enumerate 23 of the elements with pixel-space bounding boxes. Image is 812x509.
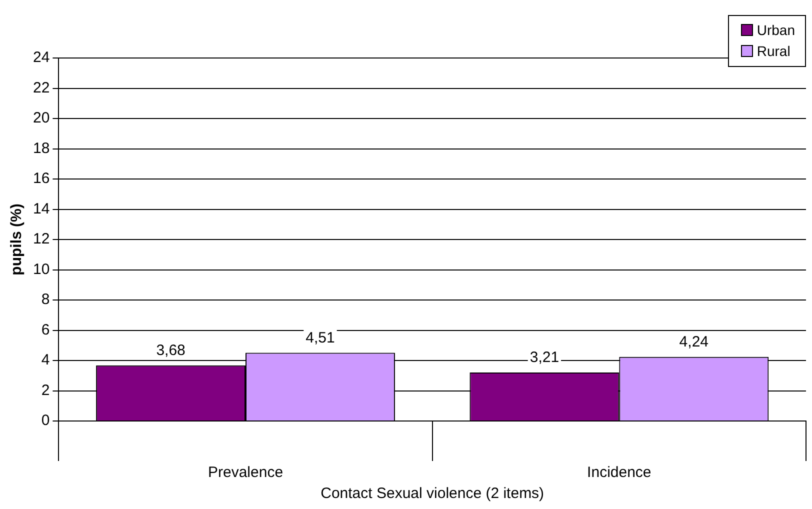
y-tick-label: 16 xyxy=(32,170,50,188)
y-tick-label: 6 xyxy=(41,321,50,338)
y-tick-label: 12 xyxy=(32,230,50,248)
y-tick-label: 22 xyxy=(32,79,50,96)
x-axis-title: Contact Sexual violence (2 items) xyxy=(320,485,544,502)
y-tick-label: 4 xyxy=(41,352,50,369)
data-label: 4,51 xyxy=(306,329,335,346)
y-tick-label: 24 xyxy=(32,49,50,66)
data-label: 4,24 xyxy=(679,334,709,351)
legend-label: Rural xyxy=(756,42,792,61)
y-tick-label: 20 xyxy=(32,110,50,127)
y-tick-label: 10 xyxy=(32,260,50,278)
y-tick-label: 2 xyxy=(41,382,50,399)
data-label: 3,68 xyxy=(156,342,186,359)
x-tick-label: Prevalence xyxy=(208,464,284,482)
legend-label: Urban xyxy=(756,21,795,40)
data-label: 3,21 xyxy=(530,349,560,366)
x-tick-label: Incidence xyxy=(587,464,652,482)
y-tick-label: 8 xyxy=(41,291,50,308)
y-tick-label: 0 xyxy=(41,412,50,430)
y-tick-label: 14 xyxy=(32,200,50,218)
y-tick-label: 18 xyxy=(32,140,50,157)
y-axis-title: pupils (%) xyxy=(8,204,26,276)
